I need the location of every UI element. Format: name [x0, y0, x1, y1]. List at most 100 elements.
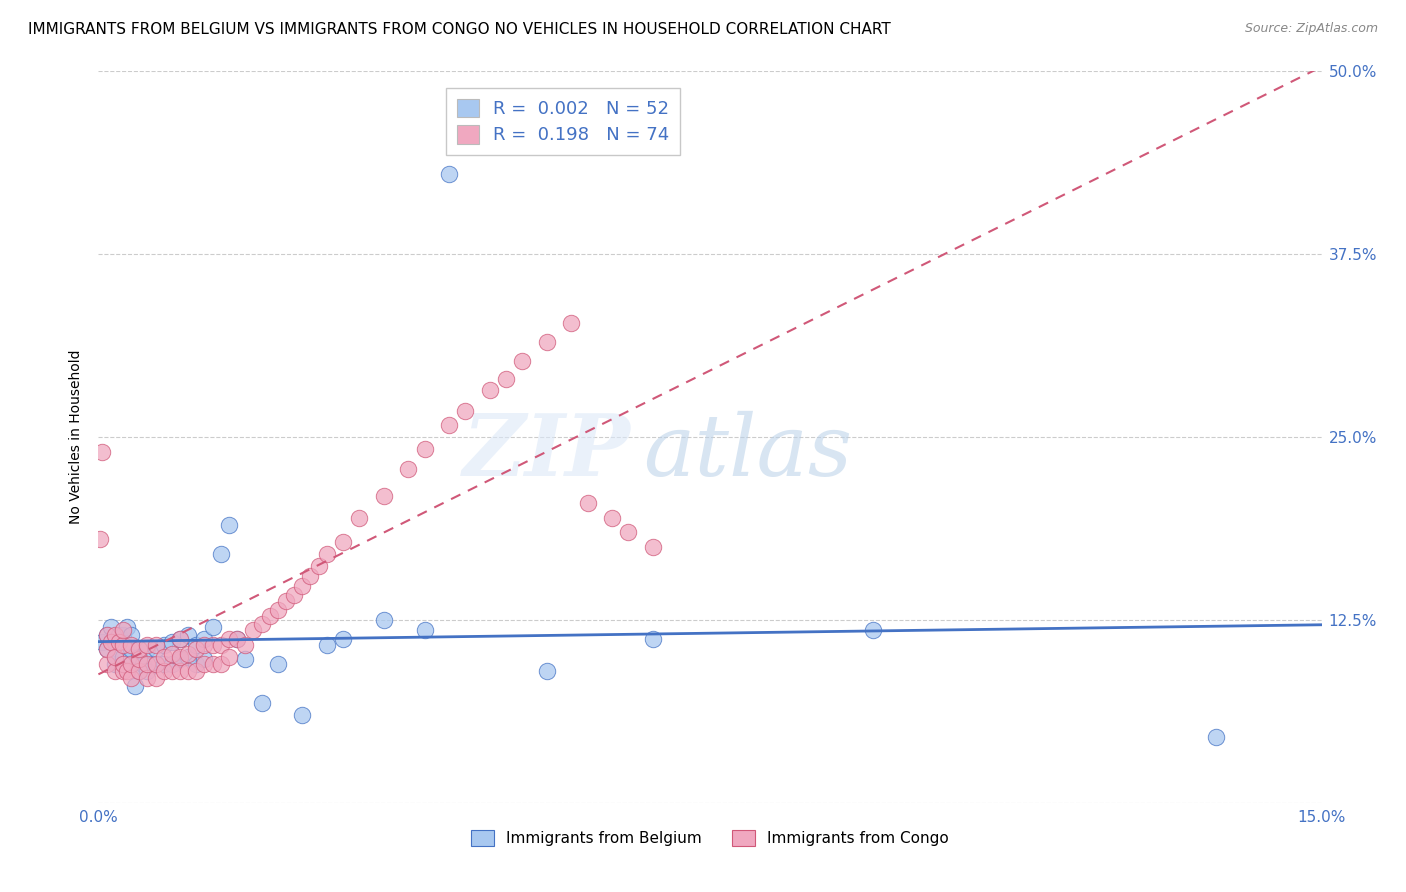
Point [120, 627, 142, 641]
Point [186, 664, 208, 678]
Point [193, 632, 215, 646]
Point [186, 657, 208, 671]
Point [283, 588, 305, 602]
Point [233, 638, 256, 652]
Point [495, 371, 517, 385]
Point [201, 638, 224, 652]
Point [641, 540, 664, 554]
Point [193, 638, 215, 652]
Point [128, 664, 150, 678]
Point [104, 635, 127, 649]
Point [209, 657, 232, 671]
Y-axis label: No Vehicles in Household: No Vehicles in Household [69, 350, 83, 524]
Point [560, 316, 582, 330]
Point [274, 594, 297, 608]
Point [111, 638, 134, 652]
Point [349, 510, 371, 524]
Point [108, 635, 131, 649]
Point [332, 632, 354, 646]
Point [177, 627, 200, 641]
Point [100, 635, 122, 649]
Point [128, 652, 150, 666]
Point [226, 632, 249, 646]
Point [218, 649, 240, 664]
Point [89, 533, 111, 547]
Point [193, 652, 215, 666]
Point [454, 403, 477, 417]
Point [169, 652, 191, 666]
Point [169, 664, 191, 678]
Point [111, 627, 134, 641]
Point [332, 535, 354, 549]
Point [104, 649, 127, 664]
Point [396, 462, 419, 476]
Point [160, 635, 183, 649]
Point [128, 664, 150, 678]
Point [145, 657, 167, 671]
Point [308, 558, 330, 573]
Point [120, 638, 142, 652]
Point [177, 647, 200, 661]
Point [641, 632, 664, 646]
Point [145, 657, 167, 671]
Point [242, 623, 264, 637]
Point [186, 638, 208, 652]
Point [124, 679, 146, 693]
Point [186, 642, 208, 657]
Point [259, 608, 281, 623]
Point [104, 649, 127, 664]
Point [104, 657, 127, 671]
Point [160, 664, 183, 678]
Point [120, 657, 142, 671]
Point [226, 632, 249, 646]
Point [111, 664, 134, 678]
Point [132, 657, 155, 671]
Point [128, 649, 150, 664]
Point [267, 603, 290, 617]
Point [120, 642, 142, 657]
Point [218, 517, 240, 532]
Point [111, 649, 134, 664]
Point [315, 638, 337, 652]
Point [96, 642, 118, 657]
Point [218, 632, 240, 646]
Point [111, 657, 134, 671]
Point [120, 649, 142, 664]
Point [115, 620, 138, 634]
Point [250, 617, 273, 632]
Point [145, 638, 167, 652]
Point [108, 627, 131, 641]
Text: atlas: atlas [643, 410, 852, 493]
Point [617, 525, 640, 540]
Text: IMMIGRANTS FROM BELGIUM VS IMMIGRANTS FROM CONGO NO VEHICLES IN HOUSEHOLD CORREL: IMMIGRANTS FROM BELGIUM VS IMMIGRANTS FR… [28, 22, 891, 37]
Point [413, 623, 436, 637]
Point [136, 672, 159, 686]
Point [96, 627, 118, 641]
Point [120, 672, 142, 686]
Point [104, 664, 127, 678]
Point [96, 642, 118, 657]
Point [177, 649, 200, 664]
Point [536, 334, 558, 349]
Point [111, 657, 134, 671]
Point [169, 649, 191, 664]
Point [862, 623, 884, 637]
Point [437, 167, 460, 181]
Point [136, 638, 159, 652]
Point [193, 657, 215, 671]
Point [136, 642, 159, 657]
Point [201, 620, 224, 634]
Point [478, 384, 501, 398]
Point [111, 623, 134, 637]
Point [291, 708, 314, 723]
Point [96, 627, 118, 641]
Point [100, 620, 122, 634]
Text: ZIP: ZIP [463, 410, 630, 493]
Point [152, 649, 174, 664]
Point [91, 635, 114, 649]
Point [209, 638, 232, 652]
Point [209, 547, 232, 561]
Point [104, 627, 127, 641]
Point [600, 510, 623, 524]
Point [136, 664, 159, 678]
